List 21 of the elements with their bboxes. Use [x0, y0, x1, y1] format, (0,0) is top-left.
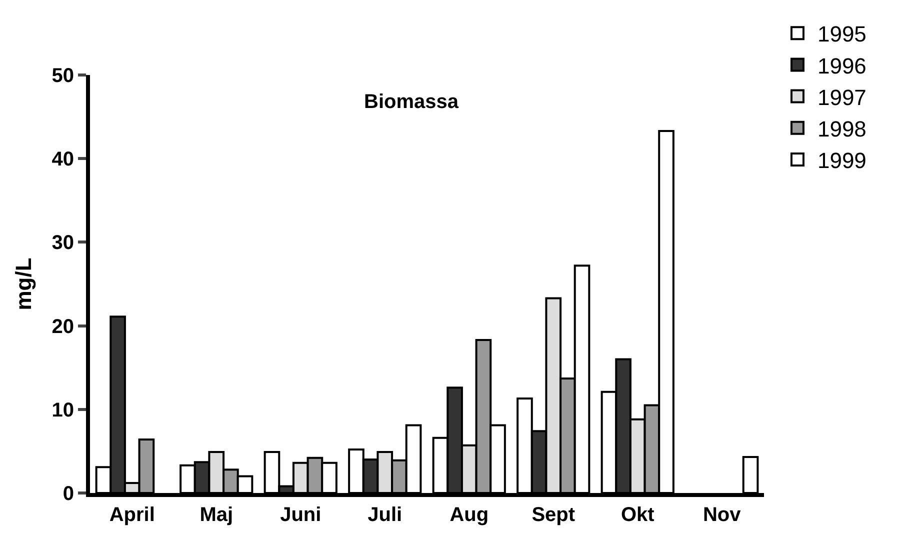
y-tick-label: 20 — [52, 316, 74, 338]
x-tick-label: Sept — [532, 504, 576, 526]
y-axis-title: mg/L — [11, 258, 36, 310]
x-tick-label: Maj — [200, 504, 234, 526]
x-tick-label: Juni — [280, 504, 322, 526]
x-tick-label: April — [109, 504, 155, 526]
legend-label: 1996 — [817, 53, 866, 78]
y-tick-label: 40 — [52, 148, 74, 171]
text: Biomassa — [364, 91, 460, 114]
y-tick-label: 0 — [62, 483, 74, 505]
y-tick-label: 10 — [52, 399, 74, 422]
legend-label: 1999 — [817, 148, 866, 174]
y-tick-label: 30 — [52, 232, 74, 254]
y-tick-label: 50 — [52, 65, 74, 87]
legend-label: 1997 — [817, 84, 866, 110]
x-tick-label: Aug — [450, 504, 489, 526]
x-tick-label: Juli — [368, 504, 402, 526]
x-tick-label: Nov — [702, 504, 742, 526]
x-tick-label: Okt — [620, 504, 655, 526]
legend-label: 1995 — [817, 22, 866, 47]
legend-label: 1998 — [817, 116, 866, 142]
